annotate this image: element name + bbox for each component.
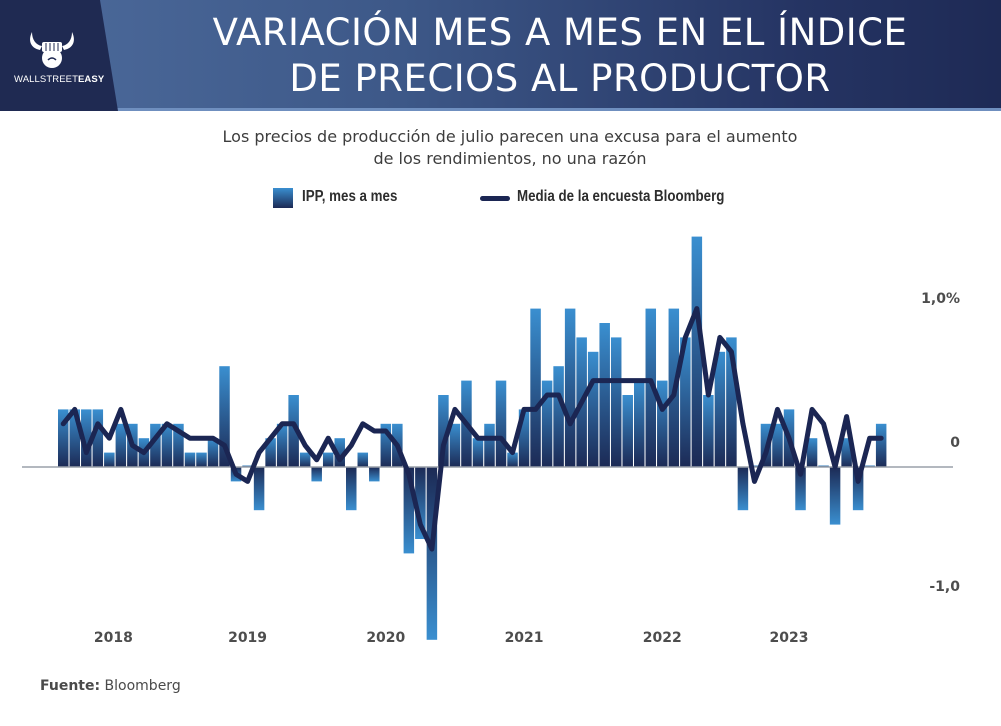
bar-ipp — [219, 366, 230, 467]
bar-ipp — [484, 423, 495, 467]
bar-ipp — [265, 438, 276, 467]
bar-ipp — [115, 423, 127, 467]
bar-ipp — [541, 380, 553, 467]
x-tick-label: 2020 — [366, 630, 406, 646]
legend-bar-swatch — [273, 188, 293, 208]
bar-ipp — [173, 423, 184, 467]
header-divider — [0, 108, 1001, 111]
bar-ipp — [207, 438, 219, 467]
bar-ipp — [299, 452, 311, 467]
bar-ipp — [634, 380, 645, 467]
bar-ipp — [150, 423, 161, 467]
bar-ipp — [415, 467, 426, 539]
bar-ipp — [276, 423, 288, 467]
y-tick-label: 1,0% — [921, 291, 960, 307]
bar-ipp — [104, 452, 115, 467]
subtitle-line-1: Los precios de producción de julio parec… — [222, 127, 798, 146]
bar-ipp — [403, 467, 415, 554]
bar-ipp — [346, 467, 357, 511]
y-tick-label: -1,0 — [929, 579, 960, 595]
bar-ipp — [829, 467, 841, 525]
bar-ipp — [680, 337, 691, 467]
bar-ipp — [184, 452, 196, 467]
x-tick-label: 2022 — [642, 630, 682, 646]
bar-ipp — [472, 438, 484, 467]
bull-fist-icon — [30, 32, 74, 68]
bar-ipp — [852, 467, 864, 511]
y-tick-label: 0 — [950, 435, 960, 451]
bar-ipp — [691, 236, 703, 467]
bar-ipp — [703, 395, 714, 467]
bar-ipp — [334, 438, 345, 467]
bar-ipp — [426, 467, 438, 640]
bar-ipp — [288, 395, 299, 467]
x-tick-label: 2018 — [93, 630, 133, 646]
legend: IPP, mes a mes Media de la encuesta Bloo… — [0, 186, 1001, 210]
bar-ipp — [806, 438, 818, 467]
bar-ipp — [610, 337, 622, 467]
bar-ipp — [622, 395, 633, 467]
header-banner — [0, 0, 1001, 110]
title-line-2: DE PRECIOS AL PRODUCTOR — [289, 57, 831, 100]
source-label: Fuente: — [40, 678, 101, 694]
bar-ipp — [645, 308, 657, 467]
bar-ipp — [841, 438, 852, 467]
bar-ipp — [495, 380, 507, 467]
legend-line-swatch — [480, 196, 510, 201]
bar-ipp — [518, 409, 530, 467]
bar-ipp — [875, 423, 887, 467]
bar-ipp — [714, 351, 726, 467]
x-tick-label: 2023 — [769, 630, 809, 646]
bar-ipp — [58, 409, 69, 467]
title-line-1: VARIACIÓN MES A MES EN EL ÍNDICE — [212, 11, 908, 54]
bar-ipp — [449, 423, 461, 467]
bar-ipp — [587, 351, 599, 467]
chart-title: VARIACIÓN MES A MES EN EL ÍNDICE DE PREC… — [120, 10, 1000, 102]
bar-ipp — [311, 467, 322, 482]
bar-ipp — [357, 452, 369, 467]
bar-ipp — [369, 467, 380, 482]
chart-subtitle: Los precios de producción de julio parec… — [120, 126, 900, 170]
bar-ipp — [380, 423, 392, 467]
bar-ipp — [599, 323, 610, 467]
bar-ipp — [81, 409, 92, 467]
bar-series — [58, 236, 887, 640]
bar-ipp — [253, 467, 265, 511]
x-tick-label: 2019 — [228, 630, 268, 646]
bar-ipp — [772, 423, 783, 467]
bar-ipp — [322, 452, 334, 467]
legend-label-ipp: IPP, mes a mes — [302, 188, 398, 205]
bar-ipp — [726, 337, 737, 467]
bar-ipp — [438, 395, 449, 467]
bar-ipp — [737, 467, 749, 511]
bar-ipp — [553, 366, 564, 467]
source-note: Fuente: Bloomberg — [40, 678, 181, 694]
bar-ipp — [161, 423, 173, 467]
bar-ipp — [530, 308, 541, 467]
legend-label-bloomberg: Media de la encuesta Bloomberg — [517, 188, 725, 205]
bar-ipp — [657, 380, 668, 467]
subtitle-line-2: de los rendimientos, no una razón — [373, 149, 647, 168]
brand-name: WALLSTREETEASY — [14, 74, 105, 85]
bar-ipp — [507, 452, 518, 467]
bar-ipp — [795, 467, 806, 511]
bar-ipp — [69, 409, 81, 467]
logo-panel: WALLSTREETEASY — [0, 0, 118, 111]
bar-ipp — [196, 452, 207, 467]
source-value: Bloomberg — [104, 678, 181, 694]
x-tick-label: 2021 — [504, 630, 544, 646]
survey-line — [60, 306, 884, 552]
bar-ipp — [92, 409, 104, 467]
bar-ipp — [564, 308, 576, 467]
